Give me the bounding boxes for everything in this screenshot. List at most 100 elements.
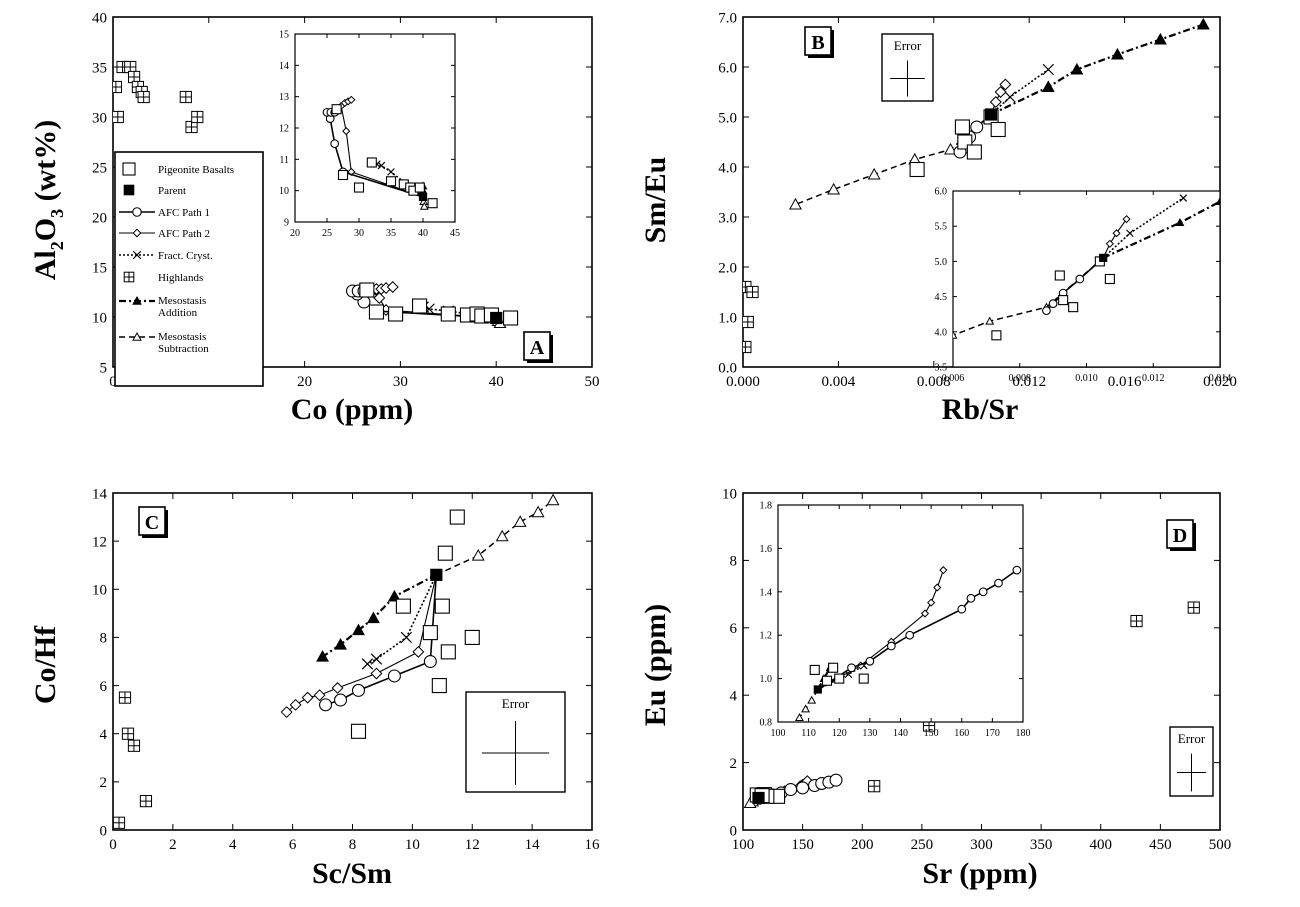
panel-b-ylabel: Sm/Eu: [639, 157, 672, 244]
panel-b-meso_sub-point-4: [827, 182, 841, 195]
panel-b: 0.000 0.004 0.008 0.012 0.016 0.0200.01.02.03…: [639, 10, 1237, 426]
panel-b-inset-afc2-line: [1102, 218, 1127, 259]
panel-d-inset-fract-line: [817, 664, 865, 691]
panel-a-legend-label-7-b: Subtraction: [158, 343, 209, 355]
panel-d-inset-open-square-point-2: [858, 673, 869, 684]
panel-a-ytick-label-4: 25: [92, 160, 107, 176]
panel-a-inset-series-layer: [322, 95, 438, 210]
panel-d-inset-xtick-label-1: 110: [801, 728, 816, 739]
panel-d-inset-filled-square-point-0: [813, 685, 822, 694]
panel-c-open-square-point-3: [434, 598, 450, 614]
panel-a-inset-afc1-point-2: [330, 139, 340, 149]
panel-b-afc2-point-2: [994, 86, 1007, 98]
panel-a-xlabel: Co (ppm): [291, 393, 414, 426]
panel-a-filled-square-point-0: [490, 311, 503, 325]
panel-d-xtick-label-0: 100: [732, 837, 755, 853]
panel-c-open-square-point-0: [350, 723, 367, 739]
panel-c-afc1-point-5: [319, 698, 333, 712]
panel-a-inset-fract-point-2: [377, 161, 386, 170]
panel-c-highlands-point-4: [113, 816, 126, 829]
panel-d-filled-square-point-0: [752, 791, 765, 805]
panel-d-error-box-label: Error: [1178, 731, 1206, 746]
panel-b-inset-ytick-label-2: 4.5: [935, 292, 948, 303]
panel-d-inset-xtick-label-2: 120: [832, 728, 847, 739]
panel-b-meso_sub-point-5: [789, 197, 802, 210]
panel-b-ytick-label-4: 4.0: [718, 160, 737, 176]
panel-d-inset-afc2-point-4: [927, 598, 936, 607]
panel-b-inset-xtick-label-0: 0.006: [942, 373, 965, 384]
panel-a-ytick-label-7: 40: [92, 10, 107, 26]
panel-b-fract-point-2: [1042, 63, 1054, 76]
panel-a-inset-ytick-label-2: 11: [279, 155, 289, 166]
panel-d-inset-ytick-label-0: 0.8: [760, 718, 773, 729]
panel-a-ylabel-part-2: O: [29, 218, 62, 241]
panel-a-open-square-point-4: [440, 306, 456, 322]
panel-b-inset-open-square-point-4: [1104, 273, 1115, 285]
panel-d-inset-afc2-point-5: [933, 583, 942, 592]
panel-a-inset-xtick-label-2: 30: [354, 228, 364, 239]
panel-d-inset-ytick-label-1: 1.0: [760, 674, 773, 685]
panel-a-inset-filled-square-point-0: [418, 192, 428, 202]
panel-d-inset-open-square-point-1: [828, 662, 839, 673]
panel-c-fract-point-2: [370, 653, 383, 665]
panel-c-error-box: Error: [465, 691, 566, 793]
panel-c-meso_add-point-1: [387, 589, 401, 602]
panel-b-meso_add-line: [990, 23, 1204, 116]
panel-a-open-square-point-1: [368, 304, 385, 320]
panel-a-inset-open-square-point-1: [337, 169, 349, 181]
panel-a-inset-open-square-point-3: [366, 157, 377, 168]
panel-c-error-box-label: Error: [502, 696, 530, 711]
panel-b-filled-square-point-0: [984, 108, 998, 121]
panel-d-inset-afc1-point-4: [905, 630, 915, 640]
panel-c-xlabel: Sc/Sm: [312, 857, 392, 890]
panel-a-legend-label-4: Fract. Cryst.: [158, 250, 213, 262]
panel-b-inset-afc1-point-3: [1048, 299, 1058, 309]
panel-b-meso_add-point-1: [1041, 80, 1055, 92]
panel-a-legend-label-6-b: Addition: [158, 307, 198, 319]
panel-a-open-square-point-0: [359, 282, 375, 298]
panel-a-legend-label-3: AFC Path 2: [158, 228, 210, 240]
panel-b-meso_add-point-4: [1153, 32, 1167, 45]
panel-b-inset-open-square-point-0: [991, 330, 1002, 341]
panel-a-highlands-point-8: [179, 90, 192, 104]
panel-d-afc1-point-4: [796, 781, 810, 795]
panel-d-afc1-point-3: [784, 783, 798, 797]
panel-d-ylabel: Eu (ppm): [639, 604, 672, 727]
panel-c-xtick-label-1: 2: [169, 837, 177, 853]
panel-c-open-square-point-4: [437, 545, 453, 561]
panel-b-inset-meso_sub-point-2: [985, 316, 995, 325]
panel-c-meso_add-point-3: [352, 623, 365, 636]
panel-b-inset-afc2-point-3: [1122, 215, 1131, 224]
panel-a-inset-ytick-label-0: 9: [284, 218, 289, 229]
panel-a-series-layer: [113, 60, 519, 328]
panel-a-inset-afc2-point-6: [347, 95, 356, 104]
panel-b-highlands-point-1: [743, 315, 754, 329]
panel-a-xtick-label-4: 40: [489, 374, 504, 390]
panel-a-highlands-point-0: [113, 80, 122, 94]
panel-b-xtick-label-2: 0.008: [917, 374, 951, 390]
panel-a-legend-marker-4: [132, 250, 142, 260]
panel-a-legend-label-6: Mesostasis: [158, 295, 206, 307]
panel-b-inset-meso_add-point-1: [1175, 218, 1185, 227]
panel-b-ytick-label-6: 6.0: [718, 60, 737, 76]
panel-d-inset-ytick-label-5: 1.8: [760, 501, 773, 512]
panel-d-inset: 100 110 120 130 140 150 160 170 180 0.8 1.0 1.2 1.4 1…: [760, 501, 1031, 740]
panel-d-error-box: Error: [1169, 726, 1214, 797]
panel-a-inset-open-square-point-9: [427, 198, 438, 209]
panel-b-ytick-label-3: 3.0: [718, 210, 737, 226]
panel-a-frame: [112, 16, 593, 368]
panel-d-inset-ytick-label-4: 1.6: [760, 544, 773, 555]
panel-b-xtick-label-0: 0.000: [726, 374, 760, 390]
panel-c-open-square-point-5: [449, 509, 465, 525]
panel-d-inset-afc1-point-8: [994, 578, 1003, 588]
panel-b-inset-fract-point-1: [1126, 229, 1134, 238]
panel-a-inset-open-square-point-2: [353, 182, 365, 193]
panel-c-open-square-point-1: [395, 598, 411, 614]
panel-a-legend-marker-2: [132, 207, 142, 217]
panel-b-inset-meso_sub-point-3: [953, 330, 958, 339]
panel-c-fract-point-3: [361, 658, 374, 670]
panel-d-inset-xtick-label-0: 100: [771, 728, 786, 739]
panel-d-inset-afc1-point-6: [966, 593, 976, 603]
panel-b-label-text: B: [811, 32, 824, 54]
panel-d-inset-xtick-label-7: 170: [985, 728, 1000, 739]
